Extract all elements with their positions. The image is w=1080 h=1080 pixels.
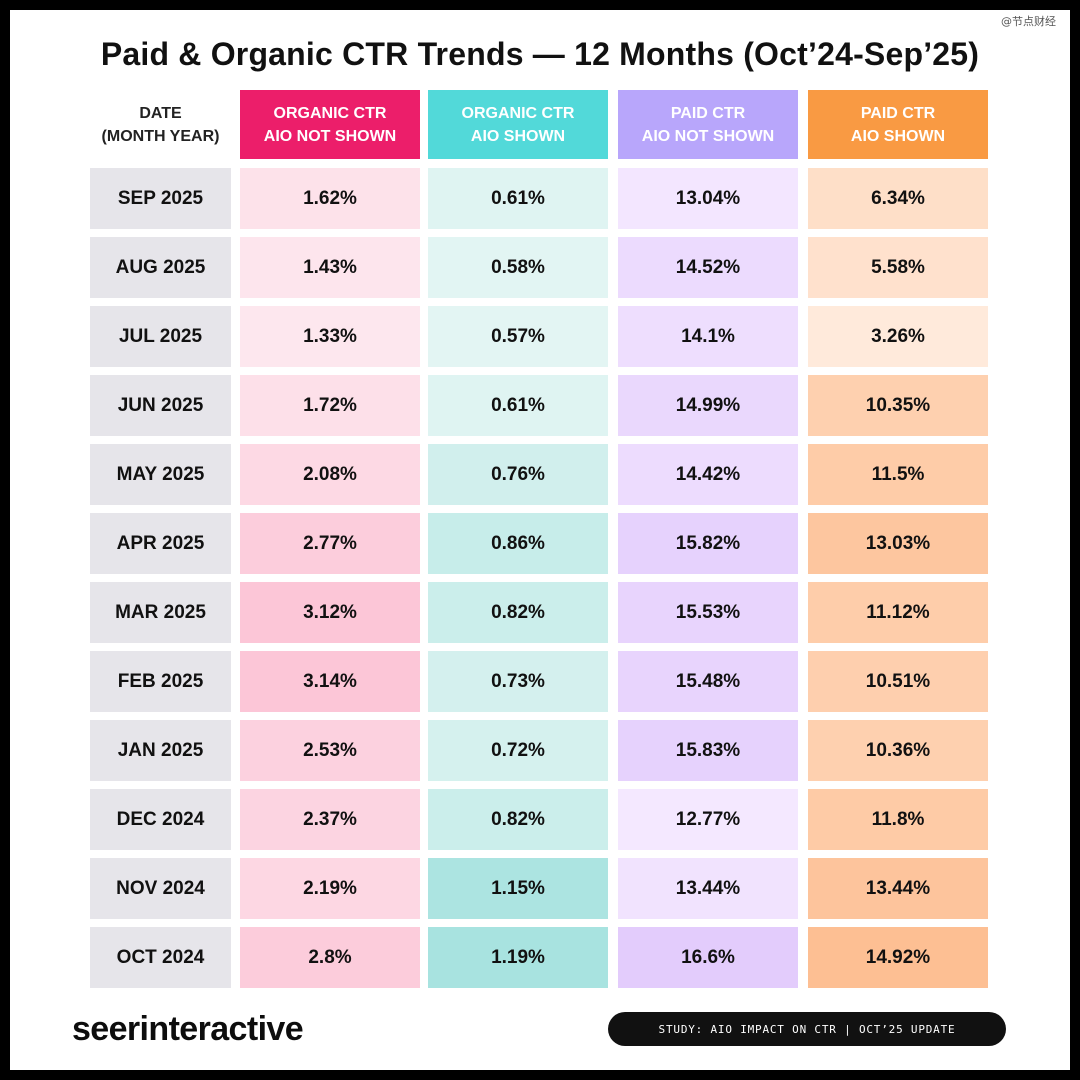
value-cell-paid-not-shown: 12.77% xyxy=(618,789,798,850)
value-cell-paid-shown: 10.36% xyxy=(808,720,988,781)
column-header-organic-shown: ORGANIC CTR AIO SHOWN xyxy=(428,90,608,159)
watermark: @节点财经 xyxy=(1001,15,1056,28)
value-cell-organic-not-shown: 1.62% xyxy=(240,168,420,229)
row-date: NOV 2024 xyxy=(90,858,231,919)
row-date: AUG 2025 xyxy=(90,237,231,298)
value-cell-organic-shown: 0.57% xyxy=(428,306,608,367)
value-cell-organic-shown: 0.82% xyxy=(428,789,608,850)
column-header-paid-not-shown: PAID CTR AIO NOT SHOWN xyxy=(618,90,798,159)
brand-logo: seerinteractive xyxy=(72,1010,304,1048)
column-header-paid-shown: PAID CTR AIO SHOWN xyxy=(808,90,988,159)
value-cell-paid-shown: 6.34% xyxy=(808,168,988,229)
header-line: PAID CTR xyxy=(860,104,936,122)
study-badge: STUDY: AIO IMPACT ON CTR | OCT’25 UPDATE xyxy=(608,1012,1006,1046)
header-line: ORGANIC CTR xyxy=(461,104,575,122)
value-cell-organic-not-shown: 2.53% xyxy=(240,720,420,781)
row-date: DEC 2024 xyxy=(90,789,231,850)
value-cell-paid-not-shown: 15.48% xyxy=(618,651,798,712)
value-cell-paid-shown: 11.8% xyxy=(808,789,988,850)
value-cell-paid-not-shown: 14.1% xyxy=(618,306,798,367)
value-cell-organic-not-shown: 2.08% xyxy=(240,444,420,505)
header-line: DATE xyxy=(139,104,182,122)
value-cell-paid-not-shown: 13.44% xyxy=(618,858,798,919)
value-cell-organic-not-shown: 2.19% xyxy=(240,858,420,919)
value-cell-paid-not-shown: 15.82% xyxy=(618,513,798,574)
header-line: AIO SHOWN xyxy=(850,127,946,145)
row-date: JUL 2025 xyxy=(90,306,231,367)
value-cell-organic-shown: 0.73% xyxy=(428,651,608,712)
value-cell-paid-shown: 10.51% xyxy=(808,651,988,712)
header-line: PAID CTR xyxy=(670,104,746,122)
row-date: FEB 2025 xyxy=(90,651,231,712)
value-cell-organic-shown: 0.82% xyxy=(428,582,608,643)
value-cell-paid-not-shown: 16.6% xyxy=(618,927,798,988)
value-cell-organic-shown: 0.61% xyxy=(428,375,608,436)
value-cell-organic-shown: 0.86% xyxy=(428,513,608,574)
column-header-organic-not-shown: ORGANIC CTR AIO NOT SHOWN xyxy=(240,90,420,159)
date-column-header: DATE (MONTH YEAR) xyxy=(90,90,231,159)
row-date: SEP 2025 xyxy=(90,168,231,229)
value-cell-organic-not-shown: 3.14% xyxy=(240,651,420,712)
header-line: AIO NOT SHOWN xyxy=(263,127,397,145)
header-line: ORGANIC CTR xyxy=(273,104,387,122)
value-cell-paid-shown: 11.12% xyxy=(808,582,988,643)
value-cell-organic-not-shown: 2.37% xyxy=(240,789,420,850)
value-cell-organic-not-shown: 1.33% xyxy=(240,306,420,367)
value-cell-paid-not-shown: 14.42% xyxy=(618,444,798,505)
chart-title: Paid & Organic CTR Trends — 12 Months (O… xyxy=(100,36,980,72)
value-cell-paid-shown: 11.5% xyxy=(808,444,988,505)
row-date: JUN 2025 xyxy=(90,375,231,436)
value-cell-paid-not-shown: 15.53% xyxy=(618,582,798,643)
value-cell-organic-not-shown: 2.8% xyxy=(240,927,420,988)
value-cell-paid-shown: 5.58% xyxy=(808,237,988,298)
value-cell-paid-not-shown: 13.04% xyxy=(618,168,798,229)
infographic-frame: @节点财经 Paid & Organic CTR Trends — 12 Mon… xyxy=(10,10,1070,1070)
header-line: AIO SHOWN xyxy=(470,127,566,145)
value-cell-paid-not-shown: 14.52% xyxy=(618,237,798,298)
value-cell-paid-shown: 13.03% xyxy=(808,513,988,574)
value-cell-organic-not-shown: 2.77% xyxy=(240,513,420,574)
value-cell-paid-shown: 14.92% xyxy=(808,927,988,988)
value-cell-organic-shown: 1.19% xyxy=(428,927,608,988)
value-cell-organic-not-shown: 1.43% xyxy=(240,237,420,298)
value-cell-paid-not-shown: 15.83% xyxy=(618,720,798,781)
row-date: MAY 2025 xyxy=(90,444,231,505)
value-cell-paid-shown: 3.26% xyxy=(808,306,988,367)
value-cell-organic-not-shown: 1.72% xyxy=(240,375,420,436)
row-date: APR 2025 xyxy=(90,513,231,574)
value-cell-paid-shown: 13.44% xyxy=(808,858,988,919)
value-cell-organic-shown: 0.76% xyxy=(428,444,608,505)
value-cell-organic-shown: 1.15% xyxy=(428,858,608,919)
header-line: AIO NOT SHOWN xyxy=(641,127,775,145)
row-date: JAN 2025 xyxy=(90,720,231,781)
value-cell-organic-shown: 0.58% xyxy=(428,237,608,298)
value-cell-organic-shown: 0.61% xyxy=(428,168,608,229)
value-cell-organic-shown: 0.72% xyxy=(428,720,608,781)
row-date: OCT 2024 xyxy=(90,927,231,988)
header-line: (MONTH YEAR) xyxy=(101,127,220,145)
value-cell-organic-not-shown: 3.12% xyxy=(240,582,420,643)
row-date: MAR 2025 xyxy=(90,582,231,643)
value-cell-paid-shown: 10.35% xyxy=(808,375,988,436)
value-cell-paid-not-shown: 14.99% xyxy=(618,375,798,436)
